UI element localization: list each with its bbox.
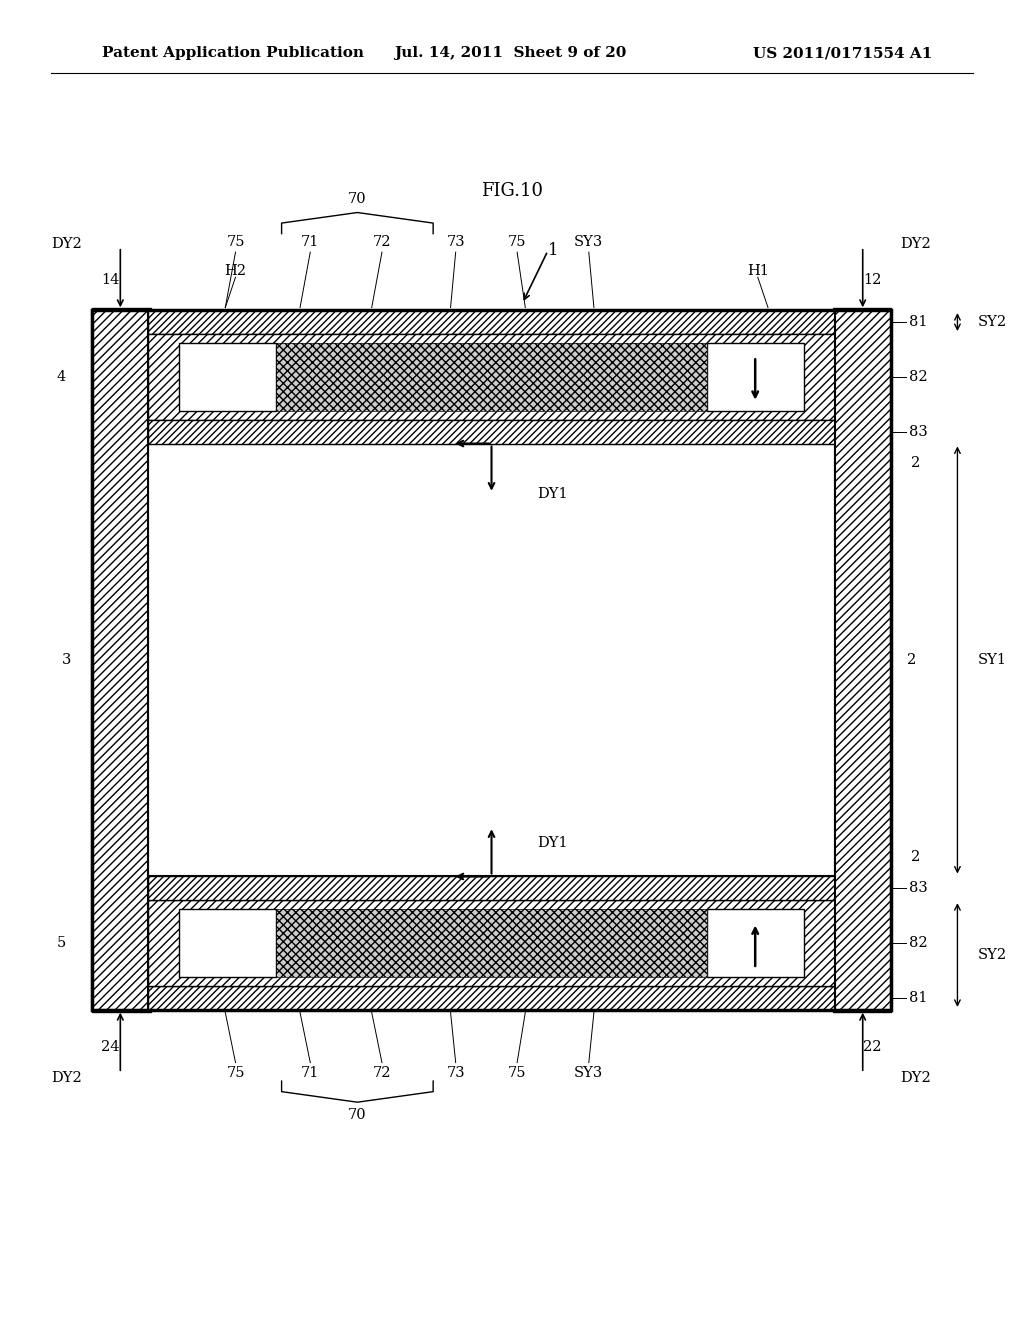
Bar <box>148 420 835 444</box>
Text: 2: 2 <box>911 850 921 863</box>
Text: 75: 75 <box>508 1067 526 1080</box>
Text: DY2: DY2 <box>51 1072 83 1085</box>
Bar <box>276 909 707 977</box>
Bar <box>179 343 276 411</box>
Bar <box>92 310 148 1010</box>
Bar <box>92 308 151 444</box>
Text: FIG.10: FIG.10 <box>481 182 543 201</box>
Bar <box>148 900 835 986</box>
Bar <box>148 876 835 900</box>
Text: SY3: SY3 <box>574 235 603 248</box>
Bar <box>148 420 835 444</box>
Bar <box>276 343 707 411</box>
Text: SY2: SY2 <box>978 948 1007 962</box>
Text: 1: 1 <box>548 243 558 259</box>
Bar <box>92 310 891 1010</box>
Bar <box>92 310 148 1010</box>
Text: 75: 75 <box>226 235 245 248</box>
Bar <box>833 308 891 444</box>
Text: 71: 71 <box>301 1067 319 1080</box>
Bar <box>276 343 707 411</box>
Bar <box>148 986 835 1010</box>
Text: 70: 70 <box>348 1109 367 1122</box>
Bar <box>148 900 835 986</box>
Bar <box>92 308 151 444</box>
Text: DY2: DY2 <box>900 1072 932 1085</box>
Text: DY2: DY2 <box>51 238 83 251</box>
Bar <box>833 876 891 1012</box>
Text: DY1: DY1 <box>538 487 568 500</box>
Bar <box>92 310 148 1010</box>
Text: 71: 71 <box>301 235 319 248</box>
Text: 73: 73 <box>446 1067 465 1080</box>
Bar <box>833 308 891 444</box>
Text: 82: 82 <box>909 370 928 384</box>
Text: 73: 73 <box>446 235 465 248</box>
Text: SY3: SY3 <box>574 1067 603 1080</box>
Text: 83: 83 <box>909 882 928 895</box>
Text: 72: 72 <box>373 235 391 248</box>
Text: 14: 14 <box>101 273 120 286</box>
Text: 72: 72 <box>373 1067 391 1080</box>
Text: 70: 70 <box>348 193 367 206</box>
Bar <box>707 343 804 411</box>
Text: 75: 75 <box>508 235 526 248</box>
Text: 82: 82 <box>909 936 928 950</box>
Bar <box>835 310 891 1010</box>
Bar <box>92 876 151 1012</box>
Bar <box>148 310 835 334</box>
Bar <box>92 310 148 1010</box>
Text: 5: 5 <box>56 936 67 950</box>
Bar <box>179 909 276 977</box>
Text: H1: H1 <box>746 264 769 277</box>
Bar <box>148 444 835 876</box>
Bar <box>148 334 835 420</box>
Text: 83: 83 <box>909 425 928 438</box>
Text: 75: 75 <box>226 1067 245 1080</box>
Bar <box>148 310 835 334</box>
Text: 24: 24 <box>101 1040 120 1053</box>
Text: SY2: SY2 <box>978 315 1007 329</box>
Text: 81: 81 <box>909 991 928 1005</box>
Text: 4: 4 <box>56 370 67 384</box>
Text: Patent Application Publication: Patent Application Publication <box>102 46 365 61</box>
Bar <box>148 986 835 1010</box>
Bar <box>148 334 835 420</box>
Text: DY1: DY1 <box>538 837 568 850</box>
Text: 2: 2 <box>906 653 916 667</box>
Text: 3: 3 <box>61 653 72 667</box>
Text: 2: 2 <box>911 457 921 470</box>
Bar <box>835 310 891 1010</box>
Text: 81: 81 <box>909 315 928 329</box>
Bar <box>92 876 151 1012</box>
Bar <box>835 310 891 1010</box>
Text: DY2: DY2 <box>900 238 932 251</box>
Text: 22: 22 <box>863 1040 882 1053</box>
Bar <box>707 909 804 977</box>
Text: H2: H2 <box>224 264 247 277</box>
Text: 12: 12 <box>863 273 882 286</box>
Bar <box>835 310 891 1010</box>
Bar <box>276 909 707 977</box>
Bar <box>833 876 891 1012</box>
Text: SY1: SY1 <box>978 653 1007 667</box>
Text: US 2011/0171554 A1: US 2011/0171554 A1 <box>753 46 932 61</box>
Text: Jul. 14, 2011  Sheet 9 of 20: Jul. 14, 2011 Sheet 9 of 20 <box>394 46 627 61</box>
Bar <box>148 876 835 900</box>
